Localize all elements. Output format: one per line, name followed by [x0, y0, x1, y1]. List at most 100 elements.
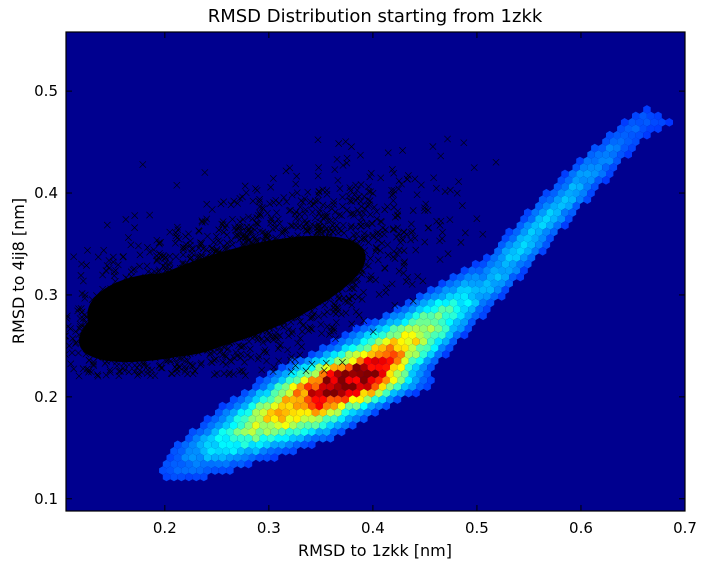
hexbin-cell: [278, 414, 286, 424]
hexbin-cell: [382, 350, 390, 359]
scatter-point: [322, 210, 330, 218]
hexbin-cell: [620, 143, 629, 153]
scatter-point: [213, 337, 221, 344]
hexbin-cell: [557, 188, 565, 198]
scatter-point: [264, 293, 272, 301]
scatter-point: [264, 336, 272, 344]
scatter-point: [211, 275, 218, 283]
hexbin-cell: [613, 130, 621, 140]
hexbin-cell: [576, 182, 584, 192]
scatter-point: [352, 281, 360, 289]
scatter-point: [357, 266, 365, 274]
scatter-point: [303, 227, 311, 234]
hexbin-cell: [460, 266, 469, 275]
scatter-point: [122, 340, 130, 348]
scatter-point: [314, 197, 322, 205]
hexbin-cell: [326, 434, 335, 443]
scatter-point: [120, 342, 127, 350]
hexbin-cell: [371, 356, 379, 366]
scatter-point: [218, 312, 226, 320]
scatter-point: [401, 258, 409, 266]
scatter-point: [253, 220, 261, 227]
hexbin-cell: [378, 343, 387, 353]
hexbin-cell: [267, 446, 275, 456]
scatter-point: [215, 266, 222, 274]
hexbin-cell: [293, 376, 301, 385]
hexbin-cell: [188, 453, 197, 462]
scatter-point: [430, 174, 438, 182]
scatter-point: [266, 329, 273, 337]
scatter-point: [285, 207, 293, 215]
scatter-point: [390, 203, 398, 211]
scatter-point: [348, 278, 355, 286]
hexbin-cell: [498, 279, 506, 288]
hexbin-cell: [334, 343, 342, 353]
scatter-point: [301, 209, 309, 217]
hexbin-cell: [602, 163, 610, 172]
scatter-point: [291, 272, 299, 279]
scatter-point: [330, 198, 338, 205]
hexbin-cell: [319, 343, 327, 353]
hexbin-cell: [267, 421, 275, 430]
scatter-point: [111, 312, 118, 320]
hexbin-cell: [311, 395, 320, 404]
scatter-point: [244, 227, 252, 235]
scatter-point: [309, 208, 316, 216]
hexbin-cell: [311, 369, 320, 379]
scatter-point: [109, 258, 117, 266]
scatter-point: [118, 342, 126, 350]
hexbin-cell: [430, 330, 439, 340]
scatter-point: [277, 243, 285, 251]
hexbin-cell: [263, 453, 271, 462]
hexbin-cell: [419, 337, 428, 346]
scatter-point: [279, 304, 287, 312]
scatter-point: [144, 366, 152, 374]
scatter-point: [136, 366, 144, 374]
scatter-point: [263, 233, 271, 241]
scatter-point: [234, 279, 241, 287]
scatter-point: [257, 275, 265, 282]
scatter-point: [330, 325, 338, 332]
scatter-point: [225, 268, 233, 275]
hexbin-cell: [449, 324, 457, 333]
scatter-point: [203, 265, 211, 272]
hexbin-cell: [416, 330, 424, 340]
hexbin-cell: [553, 182, 562, 192]
hexbin-cell: [386, 343, 394, 353]
scatter-point: [236, 218, 244, 226]
hexbin-cell: [390, 376, 398, 385]
scatter-point: [113, 335, 120, 343]
scatter-point: [295, 262, 303, 269]
hexbin-cell: [185, 472, 193, 482]
hexbin-cell: [527, 214, 536, 224]
scatter-point: [175, 295, 183, 303]
hexbin-cell: [535, 201, 543, 211]
scatter-point: [128, 273, 135, 281]
scatter-point: [282, 167, 290, 175]
hexbin-cell: [200, 446, 208, 456]
scatter-point: [343, 242, 350, 249]
hexbin-cell: [401, 369, 409, 379]
scatter-point: [200, 305, 208, 313]
hexbin-cell: [311, 356, 320, 366]
scatter-point: [357, 151, 364, 159]
scatter-point: [153, 297, 161, 304]
scatter-point: [302, 367, 310, 375]
scatter-point: [374, 256, 382, 264]
scatter-point: [90, 358, 97, 366]
hexbin-cell: [322, 376, 331, 385]
scatter-point: [215, 304, 223, 312]
scatter-point: [259, 267, 266, 274]
scatter-point: [138, 332, 146, 340]
hexbin-cell: [341, 343, 349, 353]
hexbin-cell: [211, 466, 219, 475]
scatter-point: [248, 268, 255, 275]
scatter-point: [297, 252, 305, 259]
scatter-point: [154, 351, 162, 359]
hexbin-cell: [326, 382, 335, 391]
scatter-point: [291, 305, 298, 313]
scatter-point: [147, 330, 155, 338]
scatter-point: [133, 341, 141, 349]
hexbin-cell: [255, 440, 264, 450]
scatter-point: [222, 353, 230, 361]
